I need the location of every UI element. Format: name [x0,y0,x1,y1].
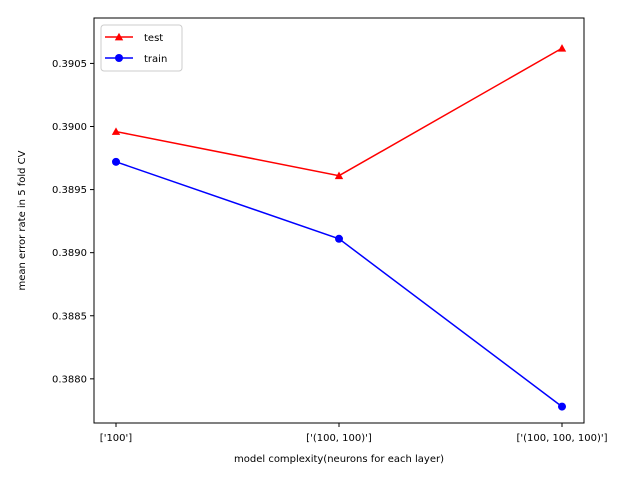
legend-marker-test [114,32,124,41]
data-point-train [558,402,566,411]
data-point-test [111,127,121,135]
legend-box [100,24,183,72]
data-point-train [112,157,120,166]
y-tick-label: 0.3895 [52,185,87,196]
y-tick-label: 0.3890 [52,248,87,259]
x-axis: ['100'] ['(100, 100)'] ['(100, 100, 100)'] [100,423,608,444]
legend-label-train: train [144,54,167,65]
legend-label-test: test [144,33,163,44]
y-tick-label: 0.3885 [52,311,87,322]
x-tick-label: ['(100, 100)'] [306,433,372,444]
series-layer [111,44,567,411]
y-axis-label: mean error rate in 5 fold CV [17,150,28,290]
legend: test train [100,24,183,72]
x-tick-label: ['100'] [100,433,132,444]
y-axis: 0.3880 0.3885 0.3890 0.3895 0.3900 0.3905 [52,59,94,385]
y-tick-label: 0.3900 [52,122,87,133]
data-point-test [334,171,344,180]
x-axis-label: model complexity(neurons for each layer) [234,454,444,465]
data-point-test [557,44,567,52]
y-tick-label: 0.3905 [52,59,87,70]
legend-marker-train [115,54,123,62]
x-tick-label: ['(100, 100, 100)'] [516,433,607,444]
y-tick-label: 0.3880 [52,374,87,385]
data-point-train [335,234,343,243]
